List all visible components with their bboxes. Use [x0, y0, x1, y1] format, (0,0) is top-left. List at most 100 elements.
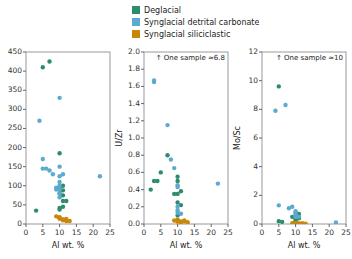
legend-label: Synglacial siliciclastic: [144, 30, 230, 39]
point: [334, 220, 338, 224]
x-tick: [42, 224, 43, 227]
y-tick-label: 1.0: [128, 133, 140, 142]
y-tick-label: 0.2: [128, 202, 140, 211]
point: [290, 205, 294, 209]
y-tick: [141, 103, 144, 104]
point: [283, 103, 287, 107]
point: [57, 96, 61, 100]
legend-swatch: [132, 18, 140, 26]
panel: 05101520250.00.20.40.60.81.01.21.41.61.8…: [115, 47, 233, 250]
legend-swatch: [132, 6, 140, 14]
panel: 0510152025050100150200250300350400450Al …: [8, 47, 115, 250]
y-tick-label: 1.4: [128, 99, 140, 108]
point: [47, 168, 51, 172]
y-tick-label: 0: [17, 219, 22, 228]
y-tick: [23, 147, 26, 148]
points: [34, 59, 102, 223]
x-tick-label: 0: [142, 228, 147, 237]
y-tick: [141, 120, 144, 121]
point: [165, 123, 169, 127]
legend: DeglacialSynglacial detrital carbonateSy…: [132, 6, 260, 39]
point: [41, 157, 45, 161]
x-tick-label: 25: [341, 228, 351, 237]
y-tick: [141, 172, 144, 173]
y-tick-label: 0.8: [128, 150, 140, 159]
point: [64, 199, 68, 203]
x-tick-label: 5: [40, 228, 45, 237]
y-tick: [23, 128, 26, 129]
point: [51, 172, 55, 176]
y-tick-label: 0.4: [128, 185, 140, 194]
y-tick: [23, 71, 26, 72]
y-tick: [259, 166, 262, 167]
x-tick: [93, 224, 94, 227]
y-tick-label: 350: [8, 85, 23, 94]
chart: 0510152025050100150200250300350400450Al …: [0, 0, 352, 259]
y-tick-label: 50: [12, 200, 22, 209]
point: [47, 59, 51, 63]
y-tick: [23, 185, 26, 186]
y-tick: [259, 138, 262, 139]
x-tick: [278, 224, 279, 227]
y-tick: [141, 155, 144, 156]
point: [169, 157, 173, 161]
y-tick: [23, 52, 26, 53]
x-tick-label: 15: [72, 228, 82, 237]
y-tick: [141, 206, 144, 207]
point: [57, 195, 61, 199]
x-tick: [110, 224, 111, 227]
y-axis-label: Mo/Sc: [233, 126, 242, 150]
y-tick: [259, 195, 262, 196]
y-tick: [141, 69, 144, 70]
x-tick: [59, 224, 60, 227]
point: [216, 181, 220, 185]
x-tick-label: 20: [324, 228, 334, 237]
x-tick: [194, 224, 195, 227]
point: [179, 189, 183, 193]
point: [280, 220, 284, 224]
point: [57, 191, 61, 195]
plot-frame: [144, 52, 228, 224]
x-tick: [312, 224, 313, 227]
y-tick: [141, 86, 144, 87]
point: [159, 170, 163, 174]
y-tick-label: 12: [248, 47, 258, 56]
y-tick: [23, 109, 26, 110]
point: [34, 208, 38, 212]
x-tick-label: 10: [173, 228, 183, 237]
y-tick-label: 1.8: [128, 64, 140, 73]
x-tick: [177, 224, 178, 227]
y-tick-label: 400: [8, 66, 23, 75]
point: [152, 78, 156, 82]
y-tick: [141, 224, 144, 225]
y-tick: [259, 80, 262, 81]
x-tick-label: 0: [260, 228, 265, 237]
y-tick-label: 0.6: [128, 167, 140, 176]
x-tick-label: 10: [55, 228, 65, 237]
point: [175, 175, 179, 179]
point: [165, 153, 169, 157]
y-tick: [23, 224, 26, 225]
point: [57, 164, 61, 168]
point: [179, 211, 183, 215]
point: [37, 119, 41, 123]
point: [98, 174, 102, 178]
point: [57, 191, 61, 195]
y-tick: [259, 109, 262, 110]
x-axis-label: Al wt. %: [288, 241, 321, 250]
y-tick-label: 8: [253, 104, 258, 113]
x-tick-label: 20: [88, 228, 98, 237]
point: [57, 151, 61, 155]
y-tick-label: 250: [8, 123, 23, 132]
point: [175, 185, 179, 189]
legend-label: Deglacial: [144, 6, 181, 15]
y-tick-label: 4: [253, 162, 258, 171]
x-tick-label: 20: [206, 228, 216, 237]
points: [273, 84, 338, 224]
x-tick-label: 15: [190, 228, 200, 237]
y-tick-label: 450: [8, 47, 23, 56]
x-tick: [228, 224, 229, 227]
point: [57, 187, 61, 191]
y-tick: [23, 166, 26, 167]
x-tick-label: 25: [223, 228, 233, 237]
